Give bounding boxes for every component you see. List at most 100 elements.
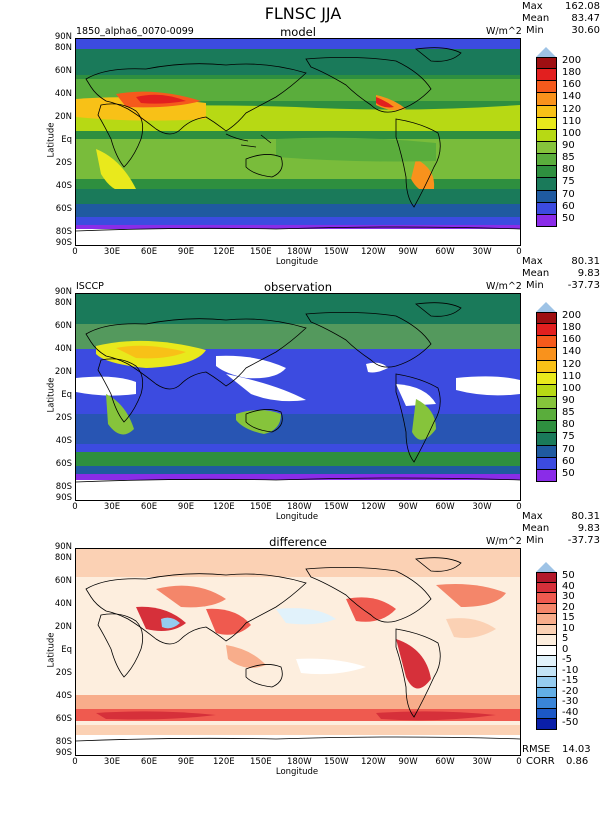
- lon-tick: 150W: [324, 502, 349, 512]
- legend-swatch: [536, 312, 557, 325]
- max-value: 162.08: [565, 1, 600, 12]
- panel3-units: W/m^2: [486, 536, 522, 547]
- legend-label: 160: [562, 334, 582, 346]
- lat-tick: Eq: [61, 135, 72, 145]
- legend-swatch: [536, 396, 557, 410]
- panel1-title: model: [280, 25, 316, 39]
- legend-label: 60: [562, 455, 575, 467]
- lon-tick: 120W: [361, 502, 386, 512]
- legend-label: 80: [562, 164, 575, 176]
- panel2-lon-ticks: 0 30E 60E 90E 120E 150E 180W 150W 120W 90W 60W 30W 0: [72, 502, 521, 514]
- panel2-title: observation: [263, 280, 332, 294]
- lat-tick: 60N: [54, 576, 72, 587]
- legend-swatch: [536, 635, 557, 646]
- lon-tick: 30E: [103, 757, 121, 767]
- lat-tick: 20S: [55, 412, 72, 423]
- lat-tick: 80S: [55, 481, 72, 492]
- lat-tick: 90N: [54, 542, 72, 552]
- legend-label: 120: [562, 358, 582, 370]
- difference-map: [75, 548, 521, 756]
- lon-tick: 120E: [213, 247, 235, 257]
- lon-tick: 60W: [435, 502, 455, 512]
- lon-tick: 60E: [140, 757, 158, 767]
- panel3-x-title: Longitude: [275, 767, 319, 777]
- lat-tick: 60N: [54, 321, 72, 332]
- lat-tick: 20N: [54, 112, 72, 123]
- observation-map: [75, 293, 521, 501]
- legend-label: 140: [562, 91, 582, 103]
- lon-tick: 150W: [324, 247, 349, 257]
- lon-tick: 60E: [140, 502, 158, 512]
- obs-min-value: -37.73: [567, 280, 600, 291]
- legend-label: 90: [562, 395, 575, 406]
- legend-label: 200: [562, 55, 582, 66]
- lon-tick: 120E: [213, 502, 235, 512]
- panel1-units: W/m^2: [486, 26, 522, 37]
- legend-swatch: [536, 202, 557, 215]
- lon-tick: 120W: [361, 757, 386, 767]
- lon-tick: 150E: [250, 247, 272, 257]
- legend-swatch: [536, 57, 557, 70]
- legend-label: -50: [562, 717, 579, 729]
- legend-swatch: [536, 469, 557, 482]
- legend-swatch: [536, 645, 557, 657]
- lon-tick: 0: [72, 502, 78, 512]
- legend-swatch: [536, 214, 557, 227]
- lon-tick: 60E: [140, 247, 158, 257]
- panel3-lon-ticks: 0 30E 60E 90E 120E 150E 180W 150W 120W 90W 60W 30W 0: [72, 757, 521, 769]
- legend-label: 85: [562, 407, 575, 419]
- diff-mean-value: 9.83: [577, 523, 600, 534]
- legend-swatch: [536, 421, 557, 434]
- lon-tick: 180W: [287, 247, 312, 257]
- lat-tick: 90S: [55, 238, 72, 248]
- legend-label: 180: [562, 322, 582, 334]
- obs-min-label: Min: [526, 280, 544, 291]
- legend-swatch: [536, 372, 557, 385]
- legend-swatch: [536, 348, 557, 361]
- legend-top-arrow: [536, 562, 556, 572]
- diff-max-label: Max: [522, 511, 543, 522]
- lon-tick: 90W: [398, 247, 418, 257]
- legend-swatch: [536, 409, 557, 422]
- min-label: Min: [526, 25, 544, 36]
- lon-tick: 30W: [472, 247, 492, 257]
- legend-label: 110: [562, 370, 582, 382]
- legend-swatch: [536, 190, 557, 203]
- panel2-lat-ticks: 90N 80N 60N 40N 20N Eq 20S 40S 60S 80S 90S: [42, 287, 74, 503]
- diff-min-value: -37.73: [567, 535, 600, 546]
- legend-label: 180: [562, 67, 582, 79]
- legend-label: 75: [562, 176, 575, 188]
- lat-tick: 40N: [54, 599, 72, 610]
- legend-label: -10: [562, 664, 579, 676]
- panel2-left-label: ISCCP: [76, 281, 104, 292]
- panel3-y-title: Latitude: [46, 632, 57, 668]
- legend-label: -30: [562, 696, 579, 708]
- lon-tick: 0: [72, 247, 78, 257]
- legend-swatch: [536, 105, 557, 118]
- legend-swatch: [536, 166, 557, 179]
- lon-tick: 150E: [250, 502, 272, 512]
- lon-tick: 90E: [177, 502, 195, 512]
- legend-label: 10: [562, 622, 575, 634]
- lon-tick: 120W: [361, 247, 386, 257]
- diff-max-value: 80.31: [571, 511, 600, 522]
- legend-label: 70: [562, 188, 575, 200]
- obs-mean-label: Mean: [522, 268, 550, 279]
- legend-swatch: [536, 69, 557, 82]
- legend-label: 60: [562, 200, 575, 212]
- lon-tick: 60W: [435, 247, 455, 257]
- lat-tick: 90S: [55, 493, 72, 503]
- lon-tick: 90E: [177, 247, 195, 257]
- legend-swatch: [536, 384, 557, 397]
- legend-label: 90: [562, 140, 575, 151]
- legend-label: 30: [562, 591, 575, 603]
- legend-swatch: [536, 687, 557, 699]
- lon-tick: 30E: [103, 502, 121, 512]
- panel2-x-title: Longitude: [275, 512, 319, 522]
- lat-tick: 80N: [54, 553, 72, 564]
- lon-tick: 30E: [103, 247, 121, 257]
- lat-tick: 80N: [54, 43, 72, 54]
- lat-tick: 80S: [55, 226, 72, 237]
- lat-tick: 80N: [54, 298, 72, 309]
- lon-tick: 0: [72, 757, 78, 767]
